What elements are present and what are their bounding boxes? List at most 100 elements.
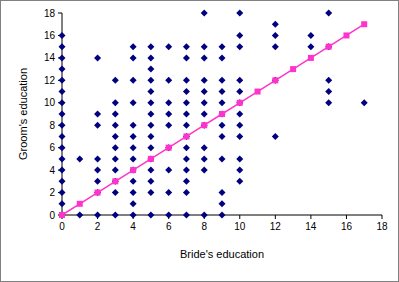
diamond-marker (112, 212, 119, 219)
diamond-marker (130, 122, 137, 129)
diamond-marker (201, 122, 208, 129)
square-marker (95, 190, 101, 196)
diamond-marker (236, 133, 243, 140)
diamond-marker (183, 133, 190, 140)
diamond-marker (236, 77, 243, 84)
square-marker (148, 156, 154, 162)
y-tick-label: 0 (49, 210, 55, 221)
diamond-marker (201, 99, 208, 106)
diamond-marker (59, 167, 66, 174)
diamond-marker (130, 212, 137, 219)
diamond-marker (201, 54, 208, 61)
line-series (62, 24, 364, 215)
y-tick-label: 4 (49, 165, 55, 176)
diamond-marker (361, 99, 368, 106)
x-tick-label: 0 (59, 221, 65, 232)
diamond-marker (183, 144, 190, 151)
diamond-marker (130, 99, 137, 106)
diamond-marker (59, 54, 66, 61)
diamond-marker (307, 43, 314, 50)
diamond-marker (59, 212, 66, 219)
diamond-marker (201, 88, 208, 95)
x-tick-label: 12 (270, 221, 282, 232)
diamond-marker (147, 155, 154, 162)
y-axis-title: Groom's education (17, 68, 29, 160)
square-marker (77, 201, 83, 207)
diamond-marker (183, 189, 190, 196)
diamond-marker (130, 133, 137, 140)
diamond-marker (236, 122, 243, 129)
diamond-marker (183, 167, 190, 174)
diamond-marker (112, 155, 119, 162)
diamond-marker (59, 178, 66, 185)
diamond-marker (272, 21, 279, 28)
diamond-marker (165, 167, 172, 174)
diamond-marker (236, 99, 243, 106)
diamond-marker (112, 167, 119, 174)
diamond-marker (59, 77, 66, 84)
diamond-marker (219, 155, 226, 162)
x-tick-label: 16 (341, 221, 353, 232)
diamond-marker (147, 167, 154, 174)
diamond-marker (183, 155, 190, 162)
square-marker (219, 111, 225, 117)
diamond-marker (219, 122, 226, 129)
diamond-marker (147, 122, 154, 129)
x-tick-label: 14 (305, 221, 317, 232)
diamond-marker (147, 66, 154, 73)
diamond-marker (325, 77, 332, 84)
diamond-marker (165, 144, 172, 151)
diamond-marker (183, 212, 190, 219)
x-axis-title: Bride's education (180, 248, 264, 260)
diamond-marker (236, 178, 243, 185)
diamond-marker (112, 122, 119, 129)
square-marker (166, 145, 172, 151)
diamond-marker (236, 111, 243, 118)
diamond-marker (201, 10, 208, 17)
diamond-marker (236, 32, 243, 39)
diamond-marker (183, 122, 190, 129)
diamond-marker (236, 88, 243, 95)
y-tick (58, 13, 62, 14)
y-tick-label: 16 (44, 30, 56, 41)
diamond-marker (130, 43, 137, 50)
diamond-marker (201, 43, 208, 50)
diamond-marker (236, 10, 243, 17)
diamond-marker (147, 133, 154, 140)
diamond-marker (201, 144, 208, 151)
diamond-marker (147, 88, 154, 95)
chart-container: 024681012141618024681012141618Bride's ed… (0, 0, 399, 282)
diamond-marker (112, 133, 119, 140)
diamond-marker (183, 54, 190, 61)
y-tick-label: 6 (49, 142, 55, 153)
plot-area (59, 10, 368, 219)
diamond-marker (219, 88, 226, 95)
diamond-marker (165, 189, 172, 196)
diamond-marker (147, 178, 154, 185)
chart-svg: 024681012141618024681012141618Bride's ed… (0, 0, 399, 282)
diamond-marker (130, 178, 137, 185)
diamond-marker (59, 144, 66, 151)
chart-border (1, 1, 399, 282)
square-marker (237, 100, 243, 106)
diamond-marker (94, 54, 101, 61)
diamond-marker (112, 111, 119, 118)
diamond-marker (130, 189, 137, 196)
square-marker (183, 133, 189, 139)
diamond-marker (130, 200, 137, 207)
diamond-marker (112, 77, 119, 84)
x-tick (275, 215, 276, 219)
x-tick (346, 215, 347, 219)
diamond-marker (130, 77, 137, 84)
diamond-marker (112, 178, 119, 185)
x-tick (239, 215, 240, 219)
diamond-marker (147, 99, 154, 106)
diamond-marker (236, 155, 243, 162)
diamond-marker (236, 43, 243, 50)
diamond-marker (59, 189, 66, 196)
diamond-marker (165, 212, 172, 219)
diamond-marker (183, 77, 190, 84)
y-tick-label: 2 (49, 187, 55, 198)
diamond-marker (130, 155, 137, 162)
x-tick (310, 215, 311, 219)
